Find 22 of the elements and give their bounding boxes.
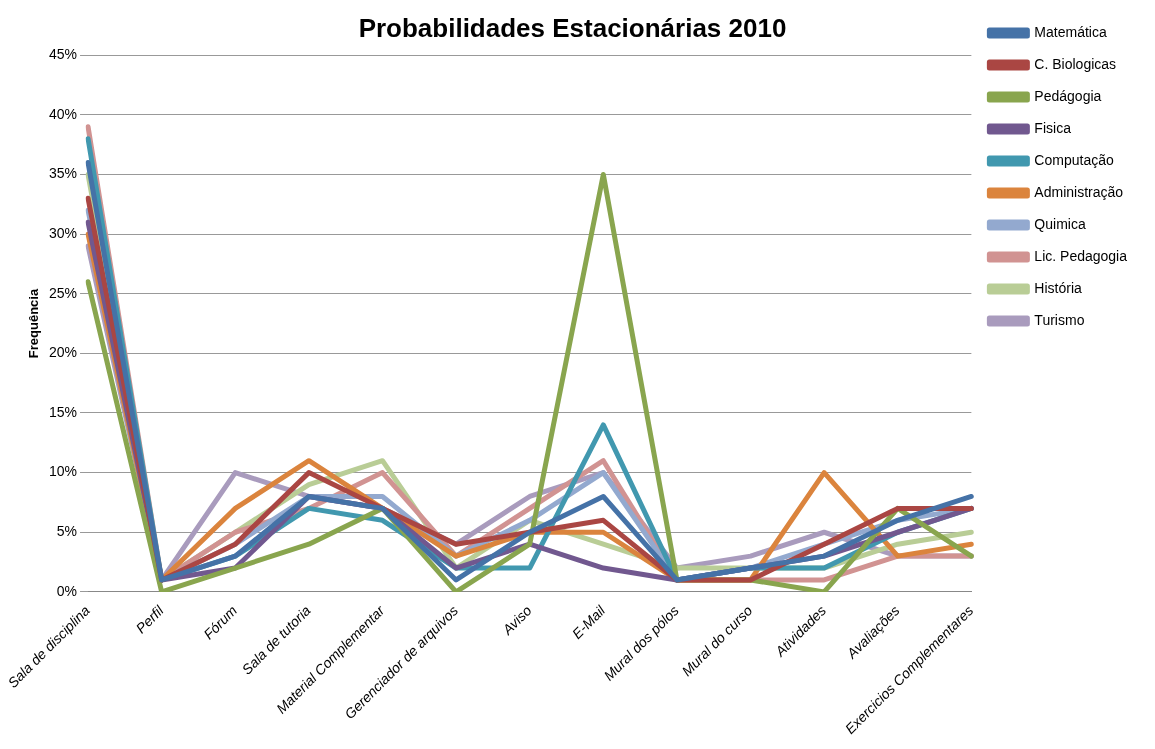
- y-tick-label: 45%: [49, 46, 78, 63]
- legend-label: Lic. Pedagogia: [1034, 247, 1128, 264]
- legend-label: Fisica: [1034, 119, 1072, 136]
- legend-label: Matemática: [1034, 23, 1107, 40]
- legend-label: História: [1034, 279, 1083, 296]
- legend-label: Quimica: [1034, 215, 1086, 232]
- legend-label: Pedágogia: [1034, 87, 1102, 104]
- chart-title: Probabilidades Estacionárias 2010: [358, 12, 787, 43]
- y-tick-label: 0%: [56, 582, 78, 599]
- y-tick-label: 40%: [49, 105, 78, 122]
- y-axis-title: Frequência: [25, 288, 41, 359]
- legend-label: C. Biologicas: [1034, 55, 1117, 72]
- legend-label: Computação: [1034, 151, 1114, 168]
- y-tick-label: 15%: [49, 403, 78, 420]
- legend-label: Administração: [1034, 183, 1124, 200]
- y-tick-label: 20%: [49, 344, 78, 361]
- legend-label: Turismo: [1034, 311, 1085, 328]
- y-tick-label: 10%: [49, 463, 78, 480]
- y-tick-label: 5%: [56, 523, 78, 540]
- y-tick-label: 30%: [49, 224, 78, 241]
- y-tick-label: 35%: [49, 165, 78, 182]
- y-tick-label: 25%: [49, 284, 78, 301]
